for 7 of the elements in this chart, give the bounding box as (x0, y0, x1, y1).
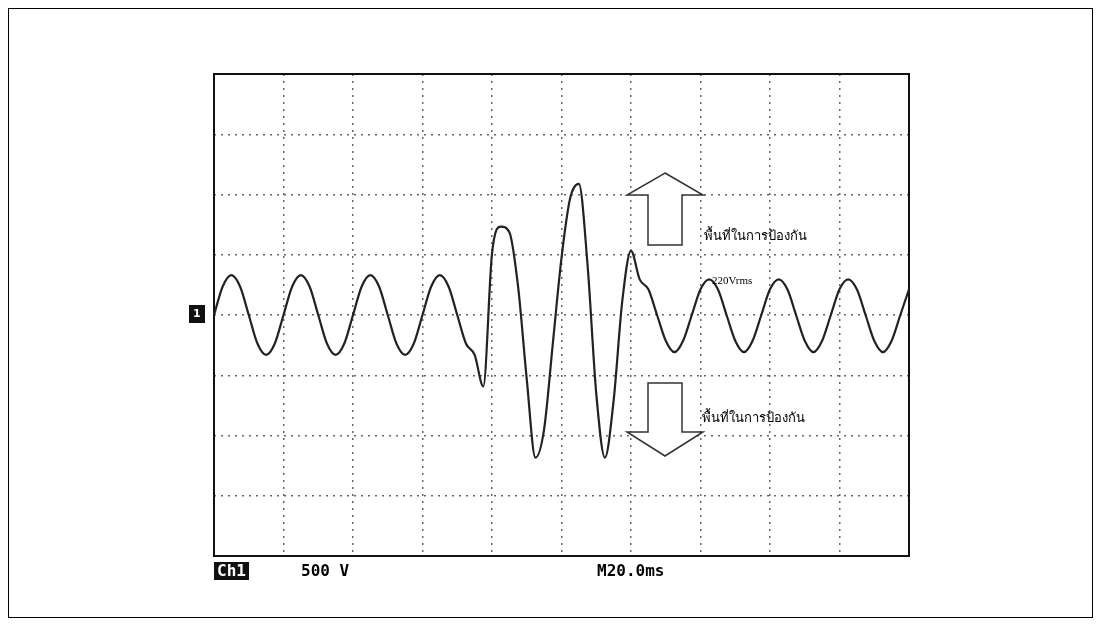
text: M20.0ms (597, 561, 665, 580)
text: 1 (189, 305, 205, 323)
text: 500 V (301, 561, 350, 580)
annotation: 220Vrms (712, 273, 753, 288)
annotation: พื้นที่ในการป้องกัน (704, 227, 807, 245)
text: Ch1 (214, 561, 249, 580)
annotation: พื้นที่ในการป้องกัน (702, 409, 805, 427)
